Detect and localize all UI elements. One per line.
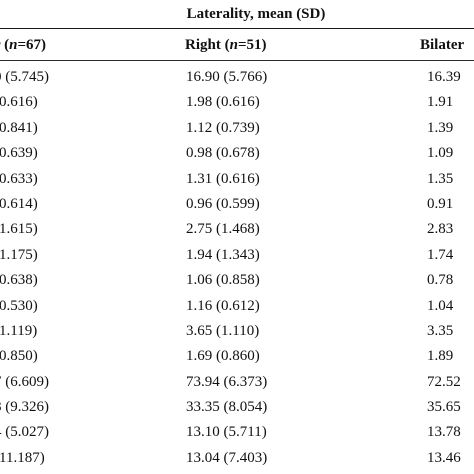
cell-left: (0.614) [0, 195, 38, 212]
cell-left: (0.639) [0, 145, 38, 162]
table-row: 8 (9.326) 33.35 (8.054) 35.65 [0, 398, 474, 423]
cell-bilateral: 16.39 [427, 69, 461, 85]
cell-left: (0.616) [0, 94, 38, 111]
cell-left: 8 (9.326) [0, 399, 49, 416]
cell-right: 3.65 (1.110) [186, 322, 260, 339]
cell-right: 73.94 (6.373) [186, 373, 268, 390]
table-row: 0 (5.745) 16.90 (5.766) 16.39 [0, 68, 474, 93]
cell-left: (1.175) [0, 246, 38, 263]
cell-left: (0.850) [0, 348, 38, 365]
cell-bilateral: 1.35 [427, 170, 454, 187]
cell-right: 13.10 (5.711) [186, 424, 267, 441]
table-row: (0.841) 1.12 (0.739) 1.39 [0, 119, 474, 144]
column-header-right-text: Right ( [185, 37, 230, 53]
column-header-right-n: n [229, 37, 238, 53]
cell-right: 16.90 (5.766) [186, 69, 268, 85]
cell-right: 1.16 (0.612) [186, 297, 260, 314]
cell-bilateral: 0.91 [427, 195, 454, 212]
table-row: (0.638) 1.06 (0.858) 0.78 [0, 271, 474, 296]
cell-right: 0.96 (0.599) [186, 195, 260, 212]
table-row: (1.119) 3.65 (1.110) 3.35 [0, 322, 474, 347]
cell-left: 7 (6.609) [0, 373, 49, 390]
cell-bilateral: 1.89 [427, 348, 454, 365]
cell-bilateral: 72.52 [427, 373, 461, 390]
table-body: 0 (5.745) 16.90 (5.766) 16.39 (0.616) 1.98 … [0, 68, 474, 474]
table-row: (1.615) 2.75 (1.468) 2.83 [0, 220, 474, 245]
table-row: (0.616) 1.98 (0.616) 1.91 [0, 93, 474, 118]
column-header-right: Right (n=51) [185, 35, 266, 55]
cell-right: 2.75 (1.468) [186, 221, 260, 238]
cell-left: (0.530) [0, 297, 38, 314]
cell-right: 1.06 (0.858) [186, 272, 260, 289]
cell-bilateral: 1.74 [427, 246, 454, 263]
table-row: (0.614) 0.96 (0.599) 0.91 [0, 195, 474, 220]
table-caption-text: Laterality, mean (SD) [186, 6, 326, 22]
cell-bilateral: 13.46 [427, 449, 461, 466]
table-row: 7 (6.609) 73.94 (6.373) 72.52 [0, 373, 474, 398]
column-header-left: r (n=67) [0, 35, 46, 55]
table-row: (1.175) 1.94 (1.343) 1.74 [0, 246, 474, 271]
table-row: (0.633) 1.31 (0.616) 1.35 [0, 170, 474, 195]
cell-left: (0.638) [0, 272, 38, 289]
cell-right: 1.31 (0.616) [186, 170, 260, 187]
cell-bilateral: 1.39 [427, 119, 454, 136]
cell-right: 13.04 (7.403) [186, 449, 268, 466]
cell-bilateral: 1.04 [427, 297, 454, 314]
cell-left: 0 (5.745) [0, 69, 49, 85]
column-header-bilateral: Bilater [420, 37, 465, 53]
cell-right: 1.98 (0.616) [186, 94, 260, 111]
header-rule [0, 60, 474, 61]
table-row: (0.639) 0.98 (0.678) 1.09 [0, 144, 474, 169]
table-row: (0.850) 1.69 (0.860) 1.89 [0, 347, 474, 372]
column-header-left-text: r ( [0, 37, 10, 53]
cell-bilateral: 0.78 [427, 272, 454, 289]
column-header-left-n: n [9, 37, 18, 53]
table-row: (11.187) 13.04 (7.403) 13.46 [0, 449, 474, 474]
cell-bilateral: 1.91 [427, 94, 454, 111]
cell-right: 33.35 (8.054) [186, 399, 268, 416]
cell-left: (0.841) [0, 119, 38, 136]
cell-left: 4 (5.027) [0, 424, 49, 441]
cell-right: 1.94 (1.343) [186, 246, 260, 263]
cell-right: 1.12 (0.739) [186, 119, 260, 136]
cell-bilateral: 1.09 [427, 145, 454, 162]
cell-bilateral: 3.35 [427, 322, 454, 339]
column-header-left-tail: =67) [17, 37, 47, 53]
cell-bilateral: 35.65 [427, 399, 461, 416]
cell-left: (1.615) [0, 221, 38, 238]
cell-right: 1.69 (0.860) [186, 348, 260, 365]
table-row: (0.530) 1.16 (0.612) 1.04 [0, 297, 474, 322]
column-header-right-tail: =51) [237, 37, 267, 53]
cell-left: (11.187) [0, 449, 45, 466]
top-rule [0, 28, 474, 29]
cell-left: (1.119) [0, 322, 38, 339]
cell-right: 0.98 (0.678) [186, 145, 260, 162]
cell-bilateral: 2.83 [427, 221, 454, 238]
table-row: 4 (5.027) 13.10 (5.711) 13.78 [0, 423, 474, 448]
cell-left: (0.633) [0, 170, 38, 187]
table-caption: Laterality, mean (SD) [0, 4, 474, 24]
cell-bilateral: 13.78 [427, 424, 461, 441]
